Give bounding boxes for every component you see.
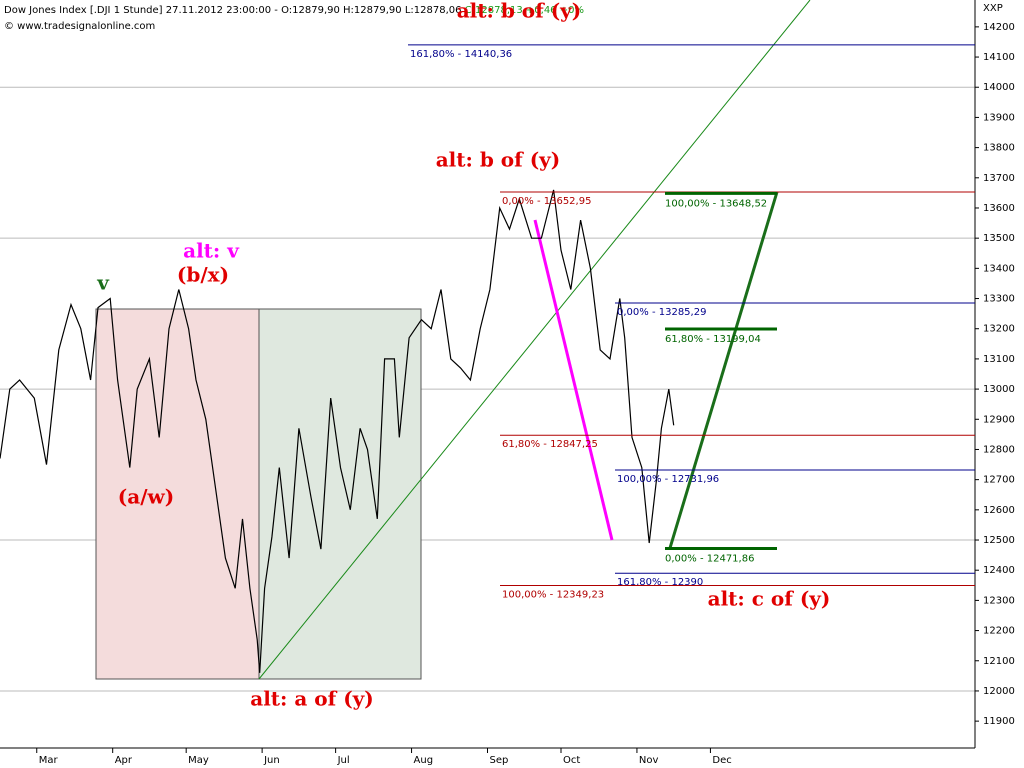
fib-label: 161,80% - 12390: [617, 577, 703, 588]
fib-label: 100,00% - 12731,96: [617, 474, 719, 485]
wave-label: v: [96, 271, 110, 295]
y-tick-label: 13700: [983, 173, 1015, 184]
y-tick-label: 12900: [983, 414, 1015, 425]
y-tick-label: 12800: [983, 444, 1015, 455]
fib-label: 100,00% - 12349,23: [502, 590, 604, 601]
y-tick-label: 12400: [983, 565, 1015, 576]
trend-line: [258, 0, 811, 680]
fib-label: 0,00% - 13285,29: [617, 307, 706, 318]
x-tick-label: Dec: [712, 755, 731, 766]
y-tick-label: 11900: [983, 716, 1015, 727]
close: C:12878,13 +0,46 +0%: [465, 5, 584, 16]
header: Dow Jones Index [.DJI 1 Stunde] 27.11.20…: [4, 5, 584, 16]
wave-label: alt: b of (y): [457, 0, 582, 23]
y-tick-label: 12300: [983, 595, 1015, 606]
ohlc: O:12879,90 H:12879,90 L:12878,06: [281, 5, 465, 16]
y-tick-label: 13800: [983, 143, 1015, 154]
instrument: Dow Jones Index [.DJI 1 Stunde] 27.11.20…: [4, 5, 281, 16]
fib-label: 61,80% - 13199,04: [665, 334, 761, 345]
wave-label: (a/w): [118, 485, 174, 509]
axis-label: XXP: [983, 3, 1003, 14]
y-tick-label: 13400: [983, 263, 1015, 274]
y-tick-label: 12000: [983, 686, 1015, 697]
wave-line: [533, 219, 614, 541]
x-tick-label: Sep: [490, 755, 509, 766]
fib-label: 161,80% - 14140,36: [410, 49, 512, 60]
y-tick-label: 13600: [983, 203, 1015, 214]
wave-label: alt: v: [183, 239, 240, 263]
y-tick-label: 12200: [983, 626, 1015, 637]
wave-label: alt: b of (y): [436, 148, 561, 172]
price-line: [0, 189, 675, 673]
fib-label: 0,00% - 13652,95: [502, 196, 591, 207]
x-tick-label: Mar: [39, 755, 59, 766]
x-tick-label: Jul: [337, 755, 350, 766]
x-tick-label: Jun: [263, 755, 280, 766]
zone-a: [95, 308, 260, 680]
source: © www.tradesignalonline.com: [4, 21, 155, 32]
y-tick-label: 14100: [983, 52, 1015, 63]
y-tick-label: 12100: [983, 656, 1015, 667]
y-tick-label: 12700: [983, 475, 1015, 486]
y-tick-label: 13500: [983, 233, 1015, 244]
y-tick-label: 12500: [983, 535, 1015, 546]
y-tick-label: 13300: [983, 294, 1015, 305]
y-tick-label: 13100: [983, 354, 1015, 365]
x-tick-label: Apr: [115, 755, 133, 766]
y-tick-label: 13200: [983, 324, 1015, 335]
wave-label: alt: c of (y): [708, 587, 831, 611]
y-tick-label: 14200: [983, 22, 1015, 33]
wave-label: alt: a of (y): [250, 687, 374, 711]
x-tick-label: Nov: [639, 755, 659, 766]
y-tick-label: 13000: [983, 384, 1015, 395]
x-tick-label: Aug: [414, 755, 434, 766]
zone-b: [258, 308, 422, 680]
fib-label: 61,80% - 12847,25: [502, 439, 598, 450]
fib-label: 0,00% - 12471,86: [665, 554, 754, 565]
projection-line: [668, 191, 779, 549]
y-tick-label: 14000: [983, 82, 1015, 93]
y-tick-label: 13900: [983, 112, 1015, 123]
fib-label: 100,00% - 13648,52: [665, 198, 767, 209]
y-tick-label: 12600: [983, 505, 1015, 516]
wave-label: (b/x): [177, 263, 229, 287]
x-tick-label: Oct: [563, 755, 580, 766]
x-tick-label: May: [188, 755, 209, 766]
